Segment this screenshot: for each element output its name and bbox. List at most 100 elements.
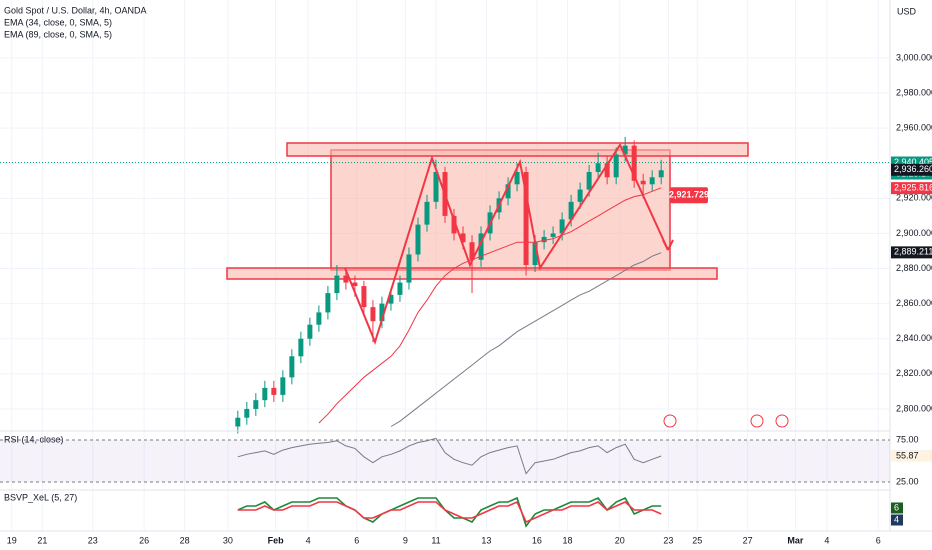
zigzag-drawing: [344, 142, 669, 345]
y-tick-label: 2,800.000: [896, 403, 932, 413]
y-tick-label: 2,860.000: [896, 298, 932, 308]
bsvp-value-box: [891, 502, 903, 514]
candle-body: [379, 303, 385, 322]
candle-body: [370, 307, 376, 322]
rsi-tick-label: 75.00: [896, 434, 919, 444]
candle-body: [316, 312, 322, 325]
bsvp-value-box: [891, 514, 903, 526]
bsvp-line: [237, 500, 662, 524]
rsi-tick-label: 25.00: [896, 476, 919, 486]
x-tick-label: Feb: [268, 535, 285, 545]
candle-body: [397, 282, 403, 295]
price-label-box: [891, 163, 932, 176]
candle-body: [649, 177, 655, 185]
x-tick-label: 6: [876, 535, 881, 545]
x-tick-label: 13: [481, 535, 491, 545]
x-tick-label: 28: [180, 535, 190, 545]
rsi-value-box: [891, 450, 932, 462]
candle-body: [271, 387, 277, 395]
candle-body: [406, 254, 412, 283]
bsvp-value-label: 4: [894, 514, 899, 524]
x-tick-label: 21: [37, 535, 47, 545]
x-tick-label: 6: [354, 535, 359, 545]
candle-body: [280, 377, 286, 395]
x-tick-label: 18: [563, 535, 573, 545]
candle-body: [244, 408, 250, 418]
x-tick-label: 30: [223, 535, 233, 545]
candle-body: [352, 282, 358, 287]
candle-body: [550, 233, 556, 237]
x-tick-label: 19: [7, 535, 17, 545]
candle-body: [469, 242, 475, 260]
candle-body: [640, 180, 646, 185]
x-tick-label: 23: [88, 535, 98, 545]
candle-body: [532, 242, 538, 266]
x-tick-label: 16: [532, 535, 542, 545]
rsi-value-label: 55.87: [896, 450, 919, 460]
x-tick-label: Mar: [787, 535, 804, 545]
y-tick-label: 2,880.000: [896, 263, 932, 273]
event-icon[interactable]: [775, 414, 789, 428]
price-label-box: [891, 182, 932, 195]
candle-body: [325, 293, 331, 313]
indicator-legend: EMA (89, close, 0, SMA, 5): [4, 29, 112, 39]
price-label: 2,940.405: [894, 157, 932, 167]
price-label: 2,936.260: [894, 164, 932, 174]
candle-body: [334, 275, 340, 294]
candle-body: [523, 172, 529, 266]
candle-body: [568, 201, 574, 220]
x-tick-label: 26: [139, 535, 149, 545]
rsi-line: [237, 437, 662, 475]
x-tick-label: 27: [743, 535, 753, 545]
x-tick-label: 25: [692, 535, 702, 545]
currency: USD: [897, 6, 917, 16]
candles: [235, 136, 664, 434]
x-tick-label: 11: [431, 535, 440, 545]
price-label: 2,889.211: [894, 247, 932, 257]
candle-body: [577, 189, 583, 202]
x-tick-label: 4: [306, 535, 311, 545]
candle-body: [595, 163, 601, 172]
ema-line: [390, 252, 662, 427]
candle-body: [415, 224, 421, 255]
candle-body: [361, 286, 367, 308]
candle-body: [586, 172, 592, 190]
rsi-band: [0, 439, 890, 483]
candle-body: [613, 154, 619, 178]
candle-body: [460, 233, 466, 243]
bsvp-title: BSVP_XeL (5, 27): [4, 492, 77, 502]
annotation-box: [670, 187, 708, 204]
rsi-title: RSI (14, close): [4, 434, 64, 444]
candle-body: [559, 219, 565, 234]
candle-body: [451, 215, 457, 234]
event-icon[interactable]: [750, 414, 764, 428]
y-tick-label: 3,000.000: [896, 52, 932, 62]
candle-body: [658, 170, 664, 178]
candle-body: [298, 338, 304, 357]
indicator-legend: EMA (34, close, 0, SMA, 5): [4, 17, 112, 27]
price-label: 2,925.816: [894, 182, 932, 192]
candle-body: [478, 233, 484, 260]
price-label-box: [891, 246, 932, 259]
candle-body: [307, 324, 313, 339]
event-icon[interactable]: [663, 414, 677, 428]
arrow-head: [662, 239, 674, 251]
bsvp-line: [237, 496, 662, 528]
resistance-zone: [286, 142, 749, 157]
candle-body: [424, 201, 430, 225]
candle-body: [388, 294, 394, 304]
candle-body: [343, 275, 349, 283]
ema-line: [318, 187, 662, 424]
y-tick-label: 2,820.000: [896, 368, 932, 378]
symbol-title: Gold Spot / U.S. Dollar, 4h, OANDA: [4, 5, 147, 15]
x-tick-label: 23: [663, 535, 673, 545]
candle-body: [541, 236, 547, 243]
x-tick-label: 4: [824, 535, 829, 545]
candle-body: [604, 163, 610, 178]
candle-body: [631, 145, 637, 181]
candle-body: [505, 184, 511, 199]
candle-body: [253, 400, 259, 409]
candle-body: [514, 172, 520, 185]
candle-body: [622, 145, 628, 155]
